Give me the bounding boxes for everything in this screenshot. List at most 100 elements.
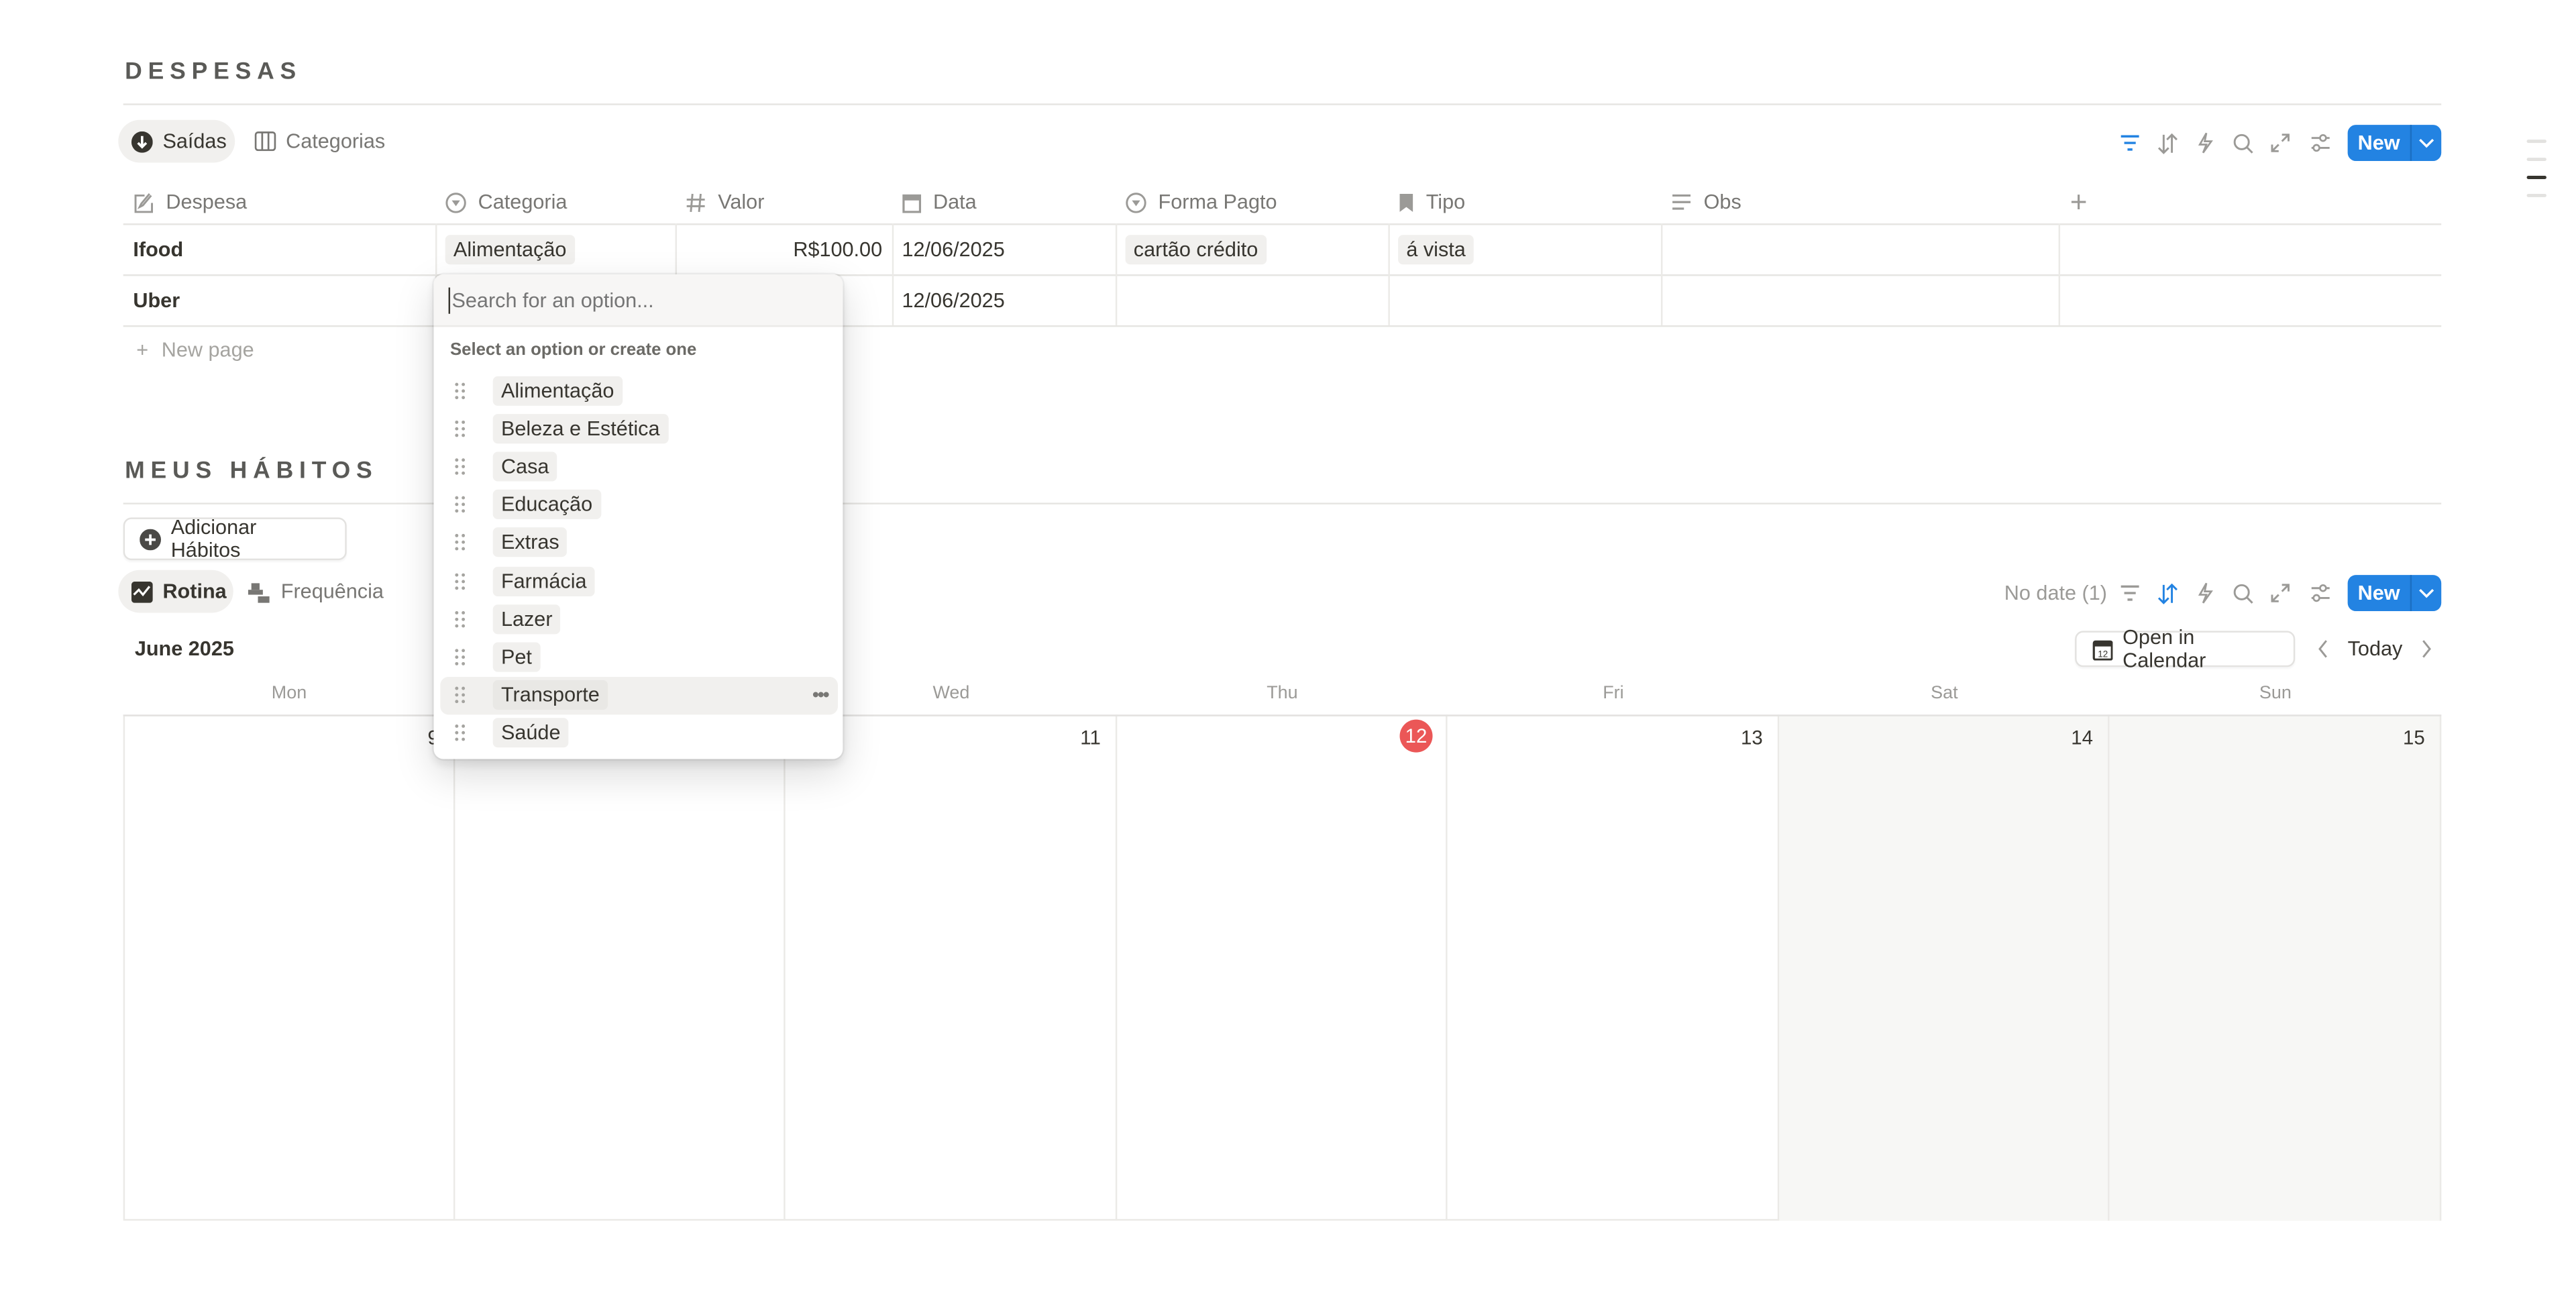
sort-icon — [2156, 132, 2178, 154]
drag-handle-icon[interactable] — [455, 496, 468, 513]
plus-circle-icon — [140, 528, 162, 550]
toc-line[interactable] — [2526, 158, 2546, 160]
column-header[interactable]: Data — [892, 180, 1116, 223]
option-item[interactable]: Saúde — [440, 714, 838, 752]
weekday-header: Mon — [271, 683, 307, 704]
calendar-day-cell[interactable] — [786, 714, 1118, 1221]
column-header[interactable]: Obs — [1661, 180, 2059, 223]
option-item[interactable]: Extras — [440, 524, 838, 561]
cell-data[interactable]: 12/06/2025 — [892, 274, 1116, 325]
next-week-button[interactable] — [2418, 637, 2434, 665]
cell-tipo[interactable]: á vista — [1388, 223, 1661, 274]
drag-handle-icon[interactable] — [455, 458, 468, 475]
option-tag: Beleza e Estética — [492, 413, 668, 443]
expand-icon — [2271, 583, 2290, 602]
cell-forma[interactable]: cartão crédito — [1116, 223, 1389, 274]
chart-line-icon — [131, 580, 153, 602]
prev-week-button[interactable] — [2315, 637, 2331, 665]
sort-button[interactable] — [2154, 129, 2180, 156]
column-header[interactable]: Categoria — [435, 180, 676, 223]
option-search-input[interactable] — [448, 287, 833, 314]
calendar-day-cell[interactable] — [1448, 714, 1780, 1221]
cell-data[interactable]: 12/06/2025 — [892, 223, 1116, 274]
option-tag: Farmácia — [492, 566, 595, 596]
despesa-value: Uber — [133, 288, 180, 312]
toc-line[interactable] — [2526, 193, 2546, 197]
option-tag: Lazer — [492, 604, 561, 634]
tab-saidas[interactable]: Saídas — [131, 120, 227, 163]
divider — [123, 103, 2442, 105]
search-icon — [2232, 132, 2253, 154]
option-tag: Casa — [492, 451, 557, 482]
column-label: Obs — [1703, 191, 1741, 214]
add-habit-button[interactable]: Adicionar Hábitos — [123, 516, 347, 562]
tab-label: Saídas — [162, 129, 227, 153]
weekday-header: Fri — [1603, 683, 1624, 704]
more-options-icon[interactable]: ••• — [812, 684, 830, 707]
settings-icon — [2309, 133, 2330, 152]
tab-categorias[interactable]: Categorias — [254, 120, 385, 163]
automation-button[interactable] — [2192, 129, 2218, 156]
filter-button[interactable] — [2116, 129, 2142, 156]
tab-frequencia[interactable]: Frequência — [248, 570, 384, 613]
new-page-button[interactable]: + New page — [136, 338, 254, 361]
weekday-header: Wed — [932, 683, 970, 704]
column-header[interactable]: Tipo — [1388, 180, 1661, 223]
cell-despesa[interactable]: Ifood — [123, 223, 435, 274]
option-item[interactable]: Alimentação — [440, 371, 838, 409]
cell-despesa[interactable]: Uber — [123, 274, 435, 325]
new-label: New — [2348, 575, 2412, 612]
drag-handle-icon[interactable] — [455, 420, 468, 437]
calendar-day-cell[interactable] — [455, 714, 786, 1221]
new-habit-button[interactable]: New — [2347, 575, 2442, 612]
option-item[interactable]: Pet — [440, 638, 838, 676]
tab-rotina[interactable]: Rotina — [131, 570, 227, 613]
calendar-day-cell[interactable] — [1117, 714, 1448, 1221]
drag-handle-icon[interactable] — [455, 686, 468, 704]
option-item[interactable]: Educação — [440, 486, 838, 523]
calendar-day-cell[interactable] — [1779, 714, 2110, 1221]
drag-handle-icon[interactable] — [455, 724, 468, 742]
weekday-header: Sun — [2259, 683, 2292, 704]
settings-button[interactable] — [2306, 580, 2332, 606]
option-item[interactable]: Farmácia — [440, 562, 838, 600]
today-button[interactable]: Today — [2347, 637, 2403, 661]
column-header[interactable]: Despesa — [123, 180, 435, 223]
option-item[interactable]: Beleza e Estética — [440, 409, 838, 447]
no-date-button[interactable]: No date (1) — [2004, 581, 2107, 605]
calendar-day-cell[interactable] — [2109, 714, 2442, 1221]
expand-button[interactable] — [2267, 129, 2294, 156]
search-button[interactable] — [2229, 129, 2255, 156]
expand-button[interactable] — [2267, 580, 2294, 606]
new-button[interactable]: New — [2347, 125, 2442, 162]
chevron-down-icon[interactable] — [2412, 138, 2441, 148]
option-item[interactable]: Transporte ••• — [440, 676, 838, 714]
open-in-calendar-button[interactable]: 12 Open in Calendar — [2075, 626, 2296, 672]
new-label: New — [2348, 125, 2412, 162]
drag-handle-icon[interactable] — [455, 649, 468, 665]
drag-handle-icon[interactable] — [455, 382, 468, 398]
column-label: Tipo — [1426, 191, 1466, 214]
drag-handle-icon[interactable] — [455, 534, 468, 551]
filter-icon — [2118, 135, 2140, 151]
cell-valor[interactable]: R$100.00 — [676, 223, 892, 274]
filter-button[interactable] — [2116, 580, 2142, 606]
search-button[interactable] — [2229, 580, 2255, 606]
automation-button[interactable] — [2192, 580, 2218, 606]
option-item[interactable]: Casa — [440, 447, 838, 485]
toc-line[interactable] — [2526, 140, 2546, 142]
drag-handle-icon[interactable] — [455, 572, 468, 589]
column-header[interactable]: Valor — [676, 180, 892, 223]
column-header[interactable]: Forma Pagto — [1116, 180, 1389, 223]
sort-button[interactable] — [2154, 580, 2180, 606]
cell-categoria[interactable]: Alimentação — [435, 223, 676, 274]
option-tag: Alimentação — [492, 375, 623, 405]
add-column-button[interactable]: + — [2070, 186, 2088, 220]
option-item[interactable]: Lazer — [440, 600, 838, 637]
calendar-day-cell[interactable] — [123, 714, 455, 1221]
weekday-header: Sat — [1931, 683, 1958, 704]
toc-line-active[interactable] — [2526, 176, 2546, 178]
chevron-down-icon[interactable] — [2412, 588, 2441, 598]
settings-button[interactable] — [2306, 129, 2332, 156]
drag-handle-icon[interactable] — [455, 610, 468, 627]
